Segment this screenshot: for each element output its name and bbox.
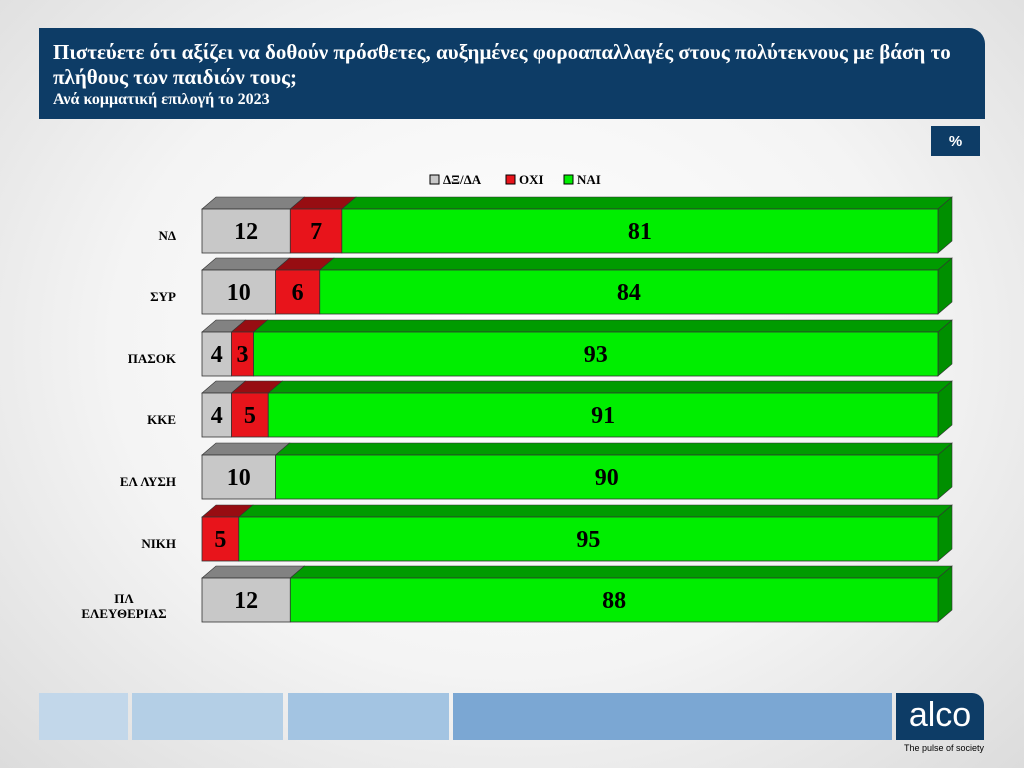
bar-segment (341, 208, 939, 254)
bar-top-face (289, 565, 953, 579)
data-label: 95 (576, 527, 600, 553)
header-banner: Πιστεύετε ότι αξίζει να δοθούν πρόσθετες… (39, 28, 985, 119)
legend-label: ΟΧΙ (519, 172, 544, 187)
data-label: 93 (584, 342, 608, 368)
data-label: 5 (244, 403, 256, 429)
data-label: 12 (234, 588, 258, 614)
bar-segment (238, 516, 939, 562)
bar-segment (319, 269, 939, 315)
bar-top-face (341, 196, 953, 210)
bar-top-face (201, 196, 306, 210)
page-title: Πιστεύετε ότι αξίζει να δοθούν πρόσθετες… (53, 40, 951, 89)
bar-top-face (274, 442, 953, 456)
brand-tagline: The pulse of society (904, 743, 985, 753)
data-label: 4 (211, 342, 223, 368)
bar-top-face (267, 380, 953, 394)
legend-swatch (563, 174, 574, 185)
category-label: ΚΚΕ (147, 412, 176, 427)
category-label: ΣΥΡ (150, 289, 176, 304)
data-label: 3 (236, 342, 248, 368)
data-label: 10 (227, 280, 251, 306)
category-label: ΠΑΣΟΚ (128, 351, 177, 366)
bar-top-face (252, 319, 953, 333)
bar-top-face (237, 504, 953, 518)
bar-segment (201, 331, 232, 377)
legend-swatch (505, 174, 516, 185)
bar-segment (201, 516, 240, 562)
category-label: ΝΔ (158, 228, 176, 243)
bar-top-face (201, 565, 306, 579)
category-label: ΝΙΚΗ (141, 536, 176, 551)
footer-block-2 (132, 693, 283, 740)
bar-segment (267, 392, 939, 438)
data-label: 12 (234, 219, 258, 245)
data-label: 5 (214, 527, 226, 553)
data-label: 81 (628, 219, 652, 245)
unit-badge: % (931, 126, 980, 156)
data-label: 88 (602, 588, 626, 614)
page-subtitle: Ανά κομματική επιλογή το 2023 (53, 91, 270, 108)
bar-segment (201, 208, 291, 254)
data-label: 90 (595, 465, 619, 491)
bar-segment (201, 392, 232, 438)
data-label: 91 (591, 403, 615, 429)
data-label: 84 (617, 280, 641, 306)
bar-segment (231, 392, 269, 438)
category-label: ΠΛ ΕΛΕΥΘΕΡΙΑΣ (81, 591, 166, 621)
data-label: 6 (292, 280, 304, 306)
bar-segment (201, 269, 276, 315)
bar-segment (201, 454, 276, 500)
data-label: 10 (227, 465, 251, 491)
bar-segment (253, 331, 939, 377)
category-label: ΕΛ ΛΥΣΗ (120, 474, 176, 489)
bar-segment (289, 577, 939, 623)
legend-swatch (429, 174, 440, 185)
footer-block-1 (39, 693, 128, 740)
footer-block-3 (288, 693, 449, 740)
footer-block-4 (453, 693, 892, 740)
data-label: 7 (310, 219, 322, 245)
legend-label: ΔΞ/ΔΑ (443, 172, 482, 187)
alco-logo: alco (896, 693, 984, 740)
bar-top-face (201, 442, 291, 456)
bar-segment (275, 454, 939, 500)
bar-top-face (318, 257, 953, 271)
bar-segment (289, 208, 343, 254)
legend-label: ΝΑΙ (577, 172, 601, 187)
bar-top-face (201, 257, 291, 271)
data-label: 4 (211, 403, 223, 429)
